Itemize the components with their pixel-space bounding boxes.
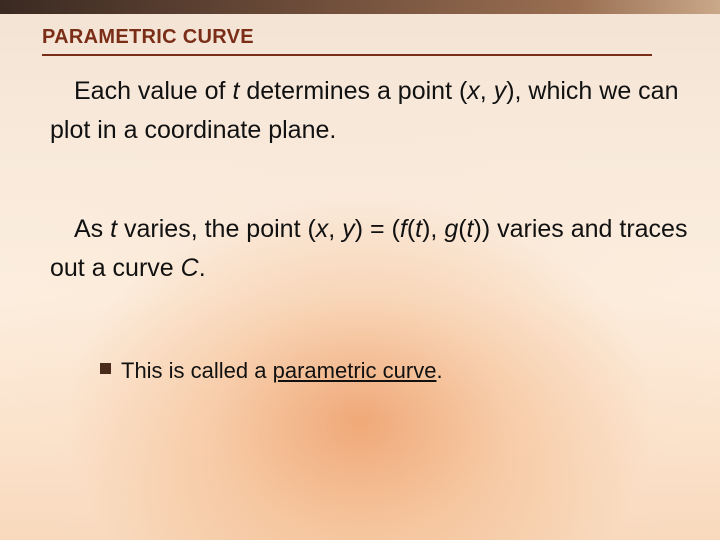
paragraph-1: Each value of t determines a point (x, y… <box>50 72 688 150</box>
heading-underline <box>42 54 652 56</box>
paragraph-2: As t varies, the point (x, y) = (f(t), g… <box>50 210 688 288</box>
bullet-text: This is called a parametric curve. <box>121 356 443 387</box>
slide-heading: PARAMETRIC CURVE <box>42 26 254 49</box>
square-bullet-icon <box>100 363 111 374</box>
slide: PARAMETRIC CURVE Each value of t determi… <box>0 0 720 540</box>
top-accent-bar <box>0 0 720 14</box>
bullet-item: This is called a parametric curve. <box>100 356 660 387</box>
